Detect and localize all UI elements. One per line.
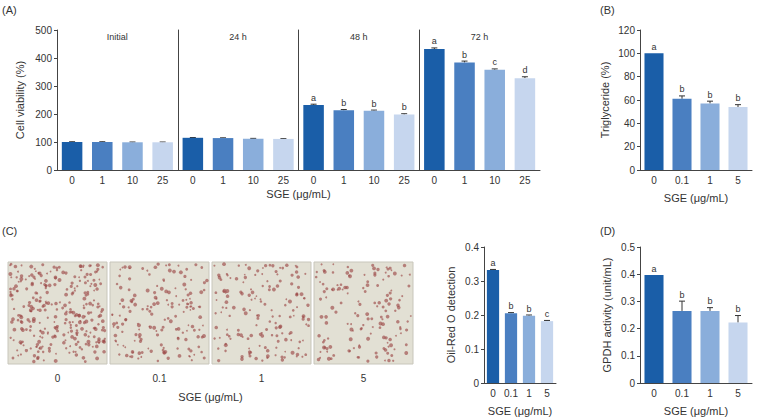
svg-text:20: 20: [624, 141, 636, 152]
svg-text:0.1: 0.1: [675, 175, 689, 186]
svg-text:1: 1: [220, 175, 226, 186]
svg-text:5: 5: [361, 373, 367, 384]
svg-text:0.2: 0.2: [621, 323, 635, 334]
svg-text:24 h: 24 h: [229, 32, 247, 42]
svg-text:1: 1: [707, 388, 713, 399]
svg-text:SGE (μg/mL): SGE (μg/mL): [664, 405, 728, 417]
svg-text:(D): (D): [600, 225, 615, 237]
svg-text:0: 0: [190, 175, 196, 186]
svg-text:25: 25: [157, 175, 169, 186]
svg-text:200: 200: [35, 109, 52, 120]
svg-text:0.1: 0.1: [153, 373, 167, 384]
svg-text:5: 5: [735, 388, 741, 399]
svg-text:300: 300: [35, 81, 52, 92]
svg-text:Oil-Red O detection: Oil-Red O detection: [445, 267, 457, 364]
svg-text:SGE (μg/mL): SGE (μg/mL): [178, 391, 242, 403]
svg-text:a: a: [651, 42, 656, 52]
svg-text:10: 10: [127, 175, 139, 186]
svg-text:0.5: 0.5: [621, 242, 635, 253]
svg-text:0.4: 0.4: [465, 242, 479, 253]
svg-text:80: 80: [624, 71, 636, 82]
svg-text:10: 10: [368, 175, 380, 186]
svg-text:0: 0: [629, 378, 635, 389]
svg-text:25: 25: [519, 175, 531, 186]
svg-text:10: 10: [248, 175, 260, 186]
svg-text:0: 0: [629, 165, 635, 176]
svg-text:(B): (B): [600, 4, 615, 16]
svg-text:b: b: [707, 90, 712, 100]
svg-text:5: 5: [544, 388, 550, 399]
svg-text:0.3: 0.3: [621, 296, 635, 307]
svg-text:b: b: [735, 93, 740, 103]
svg-text:1: 1: [526, 388, 532, 399]
svg-text:(A): (A): [2, 4, 17, 16]
svg-text:40: 40: [624, 118, 636, 129]
svg-text:0: 0: [432, 175, 438, 186]
svg-text:5: 5: [735, 175, 741, 186]
svg-text:b: b: [526, 304, 531, 314]
svg-text:b: b: [371, 99, 376, 109]
svg-text:72 h: 72 h: [471, 32, 489, 42]
svg-text:1: 1: [341, 175, 347, 186]
svg-text:b: b: [707, 296, 712, 306]
svg-text:1: 1: [100, 175, 106, 186]
svg-text:d: d: [522, 65, 527, 75]
svg-text:48 h: 48 h: [350, 32, 368, 42]
svg-text:0: 0: [55, 373, 61, 384]
svg-text:0: 0: [311, 175, 317, 186]
svg-text:a: a: [490, 258, 495, 268]
svg-text:b: b: [402, 102, 407, 112]
svg-text:0.2: 0.2: [465, 310, 479, 321]
svg-text:120: 120: [618, 25, 635, 36]
svg-text:0: 0: [69, 175, 75, 186]
svg-text:0.1: 0.1: [675, 388, 689, 399]
svg-text:1: 1: [462, 175, 468, 186]
svg-text:a: a: [311, 93, 316, 103]
svg-text:60: 60: [624, 95, 636, 106]
svg-text:10: 10: [489, 175, 501, 186]
svg-text:a: a: [432, 36, 437, 46]
svg-text:GPDH activity (unit/mL): GPDH activity (unit/mL): [601, 258, 613, 373]
svg-text:0: 0: [651, 175, 657, 186]
svg-text:b: b: [679, 290, 684, 300]
svg-text:0.1: 0.1: [504, 388, 518, 399]
svg-text:Cell viability (%): Cell viability (%): [14, 61, 26, 139]
svg-text:25: 25: [399, 175, 411, 186]
svg-text:c: c: [492, 57, 497, 67]
svg-text:0: 0: [46, 165, 52, 176]
svg-text:SGE (μg/mL): SGE (μg/mL): [488, 405, 552, 417]
svg-text:SGE (μg/mL): SGE (μg/mL): [664, 192, 728, 204]
svg-text:a: a: [651, 264, 656, 274]
svg-text:b: b: [341, 98, 346, 108]
svg-text:Initial: Initial: [107, 32, 128, 42]
svg-text:1: 1: [707, 175, 713, 186]
svg-text:100: 100: [35, 137, 52, 148]
svg-text:100: 100: [618, 48, 635, 59]
svg-text:b: b: [679, 84, 684, 94]
svg-text:0: 0: [473, 378, 479, 389]
svg-text:c: c: [545, 309, 550, 319]
svg-text:b: b: [462, 50, 467, 60]
svg-text:0.1: 0.1: [621, 350, 635, 361]
svg-text:SGE (μg/mL): SGE (μg/mL): [266, 188, 330, 200]
svg-text:Triglyceride (%): Triglyceride (%): [599, 62, 611, 139]
svg-text:400: 400: [35, 53, 52, 64]
svg-text:0.4: 0.4: [621, 269, 635, 280]
svg-text:1: 1: [259, 373, 265, 384]
svg-text:0.3: 0.3: [465, 276, 479, 287]
svg-text:b: b: [735, 304, 740, 314]
svg-text:0.1: 0.1: [465, 344, 479, 355]
svg-text:(C): (C): [2, 225, 17, 237]
svg-text:25: 25: [278, 175, 290, 186]
svg-text:500: 500: [35, 25, 52, 36]
svg-text:0: 0: [490, 388, 496, 399]
svg-text:b: b: [508, 301, 513, 311]
svg-text:0: 0: [651, 388, 657, 399]
